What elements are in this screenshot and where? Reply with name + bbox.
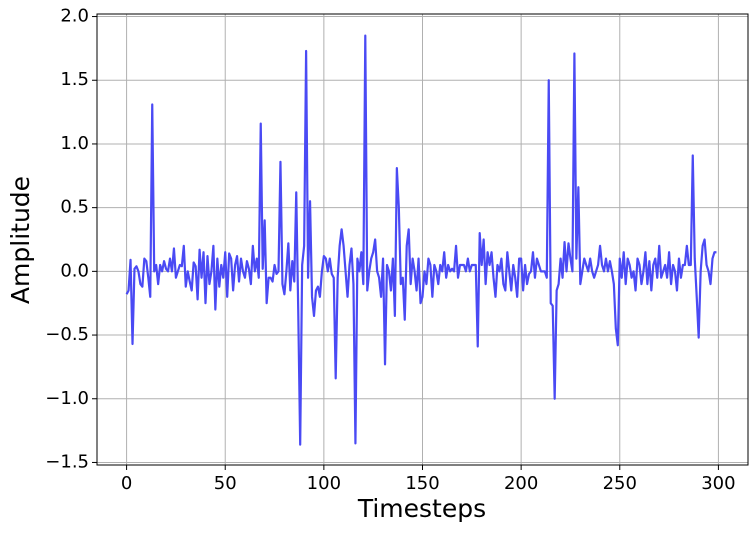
y-tick-label: 0.0: [60, 260, 89, 281]
y-tick-label: −1.5: [45, 451, 89, 472]
y-tick-label: 1.0: [60, 133, 89, 154]
y-tick-label: 1.5: [60, 69, 89, 90]
x-tick-label: 250: [603, 473, 637, 494]
x-tick-label: 300: [701, 473, 735, 494]
x-tick-label: 150: [405, 473, 439, 494]
x-tick-label: 200: [504, 473, 538, 494]
y-tick-label: −0.5: [45, 324, 89, 345]
y-tick-label: 0.5: [60, 197, 89, 218]
y-tick-label: 2.0: [60, 6, 89, 27]
y-axis-label: Amplitude: [6, 176, 35, 304]
x-tick-label: 0: [121, 473, 132, 494]
x-tick-label: 100: [307, 473, 341, 494]
x-tick-label: 50: [214, 473, 237, 494]
x-axis-label: Timesteps: [357, 494, 486, 523]
plot-frame: [96, 13, 749, 466]
y-tick-label: −1.0: [45, 388, 89, 409]
data-line: [125, 34, 717, 446]
